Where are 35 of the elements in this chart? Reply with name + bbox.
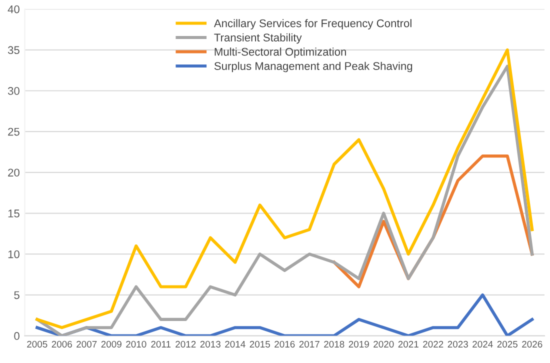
legend-label: Surplus Management and Peak Shaving: [214, 62, 412, 72]
x-tick-label: 2007: [76, 340, 97, 348]
x-tick-label: 2017: [299, 340, 320, 348]
x-tick-label: 2019: [348, 340, 369, 348]
y-tick-label: 5: [14, 291, 20, 300]
x-tick-label: 2015: [250, 340, 270, 348]
y-tick-label: 25: [8, 128, 20, 136]
x-tick-label: 2020: [374, 340, 394, 348]
x-tick-label: 2011: [151, 340, 171, 348]
line-series: [36, 293, 534, 336]
x-tick-label: 2018: [324, 340, 344, 348]
x-tick-label: 2006: [52, 340, 72, 348]
y-tick-label: 0: [14, 332, 20, 340]
x-tick-label: 2016: [274, 340, 295, 348]
y-tick-label: 30: [8, 87, 20, 95]
x-tick-label: 2021: [398, 340, 418, 348]
x-tick-label: 2010: [126, 340, 146, 348]
y-tick-label: 15: [8, 210, 20, 218]
x-tick-label: 2014: [225, 340, 246, 348]
y-tick-label: 10: [8, 250, 20, 258]
y-tick-label: 20: [8, 168, 20, 177]
x-tick-label: 2012: [176, 340, 196, 348]
x-tick-label: 2024: [472, 340, 493, 348]
legend-label: Transient Stability: [214, 33, 302, 44]
x-tick-label: 2009: [101, 340, 122, 348]
y-tick-label: 35: [8, 46, 20, 54]
x-tick-label: 2025: [497, 340, 518, 348]
legend-label: Ancillary Services for Frequency Control: [214, 19, 412, 30]
legend-label: Multi-Sectoral Optimization: [214, 48, 346, 58]
x-tick-label: 2026: [522, 340, 542, 348]
x-tick-label: 2013: [200, 340, 220, 348]
x-tick-label: 2022: [423, 340, 444, 348]
x-tick-label: 2023: [448, 340, 468, 348]
x-tick-label: 2005: [27, 340, 48, 348]
y-tick-label: 40: [8, 5, 20, 14]
